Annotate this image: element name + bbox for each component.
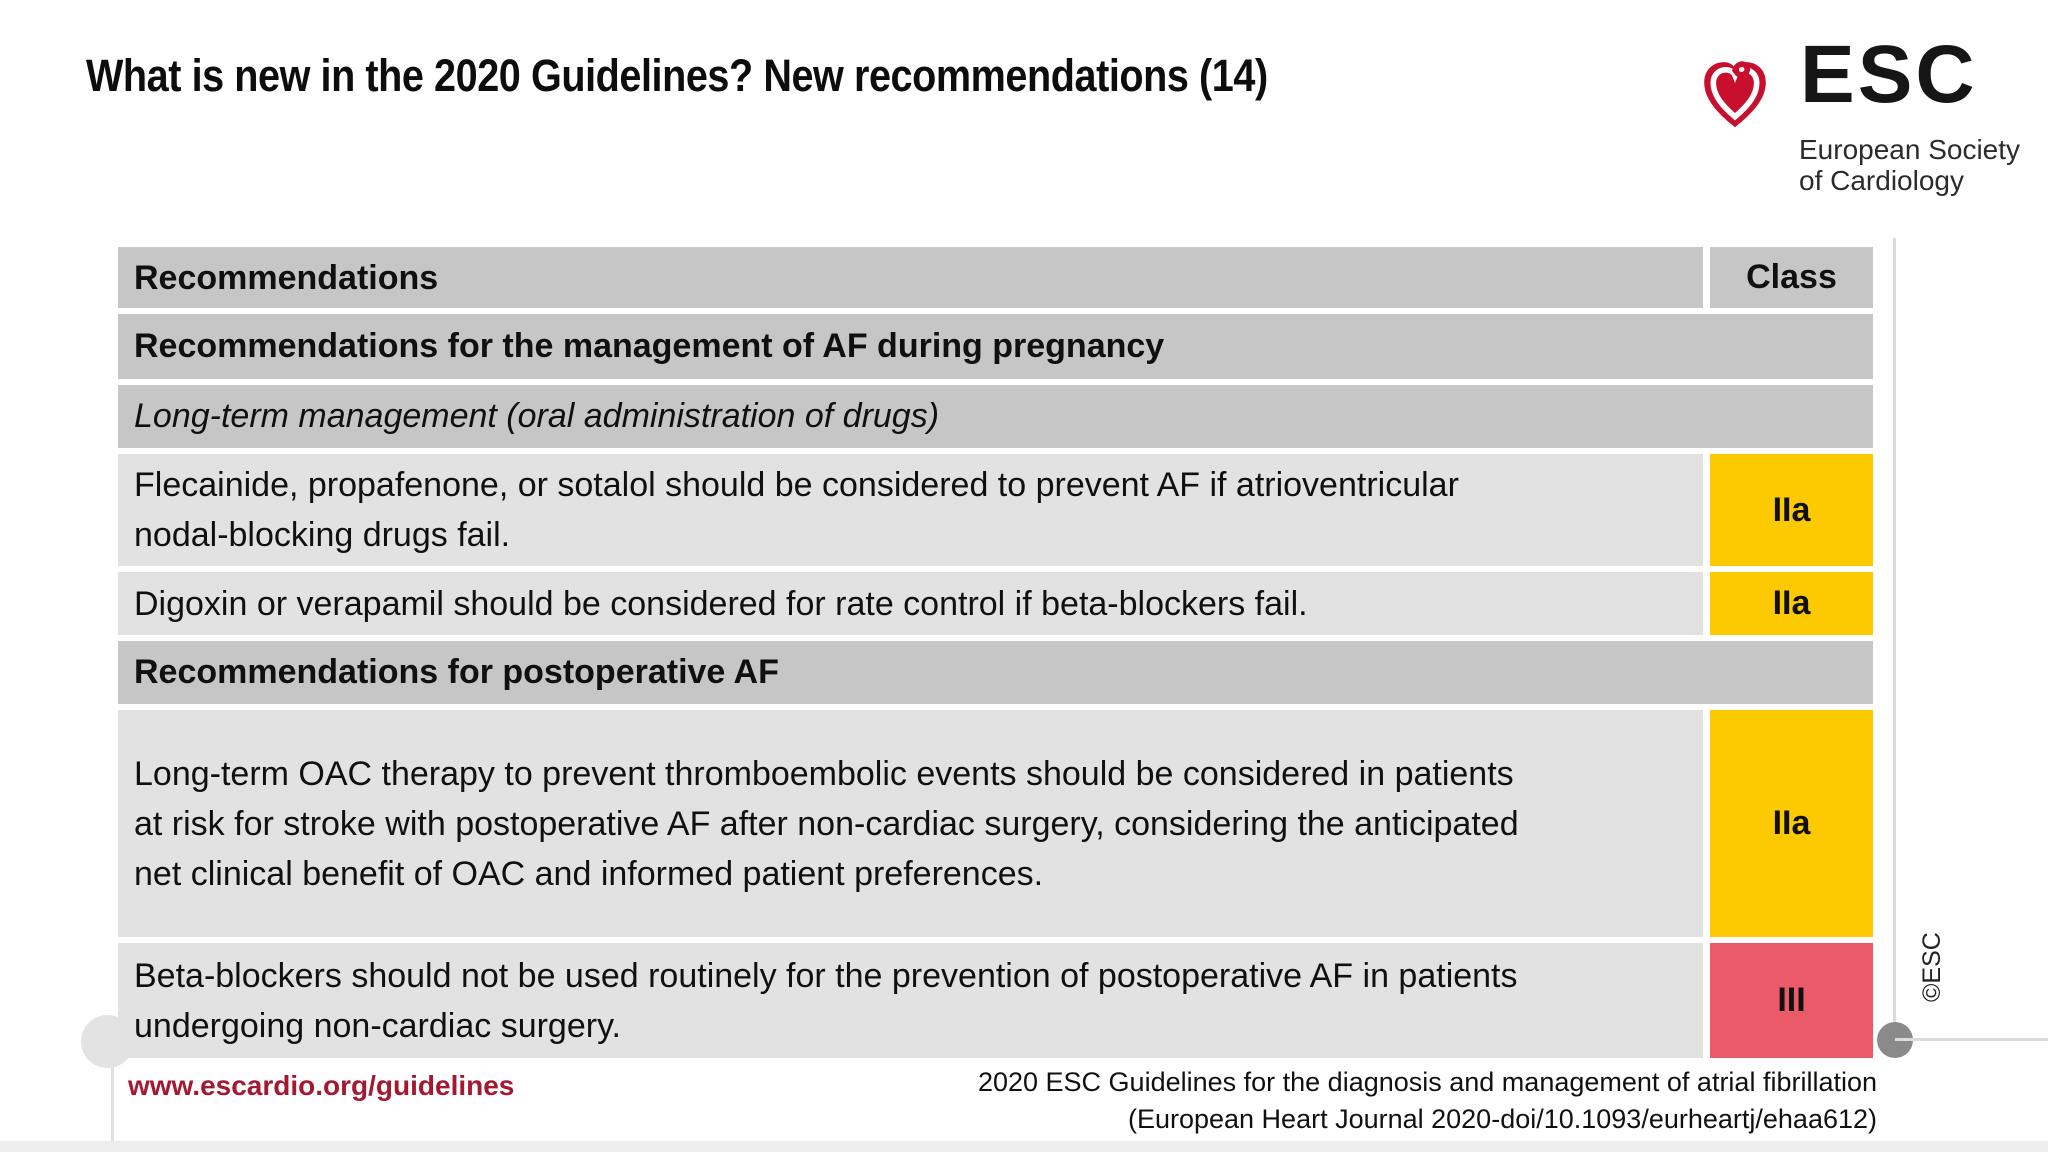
table-header-row: Recommendations Class bbox=[118, 247, 1873, 308]
table-row: Digoxin or verapamil should be considere… bbox=[118, 572, 1873, 635]
recommendation-text: Long-term OAC therapy to prevent thrombo… bbox=[118, 710, 1703, 937]
esc-heart-icon bbox=[1704, 61, 1766, 128]
reference-line1: 2020 ESC Guidelines for the diagnosis an… bbox=[977, 1067, 1877, 1097]
guidelines-url-link[interactable]: www.escardio.org/guidelines bbox=[128, 1070, 515, 1101]
reference-citation: 2020 ESC Guidelines for the diagnosis an… bbox=[978, 1064, 1877, 1138]
column-header-recommendations: Recommendations bbox=[118, 247, 1703, 308]
section-title: Recommendations for the management of AF… bbox=[118, 314, 1873, 379]
table-row: Flecainide, propafenone, or sotalol shou… bbox=[118, 454, 1873, 566]
section-row-pregnancy: Recommendations for the management of AF… bbox=[118, 314, 1873, 379]
subsection-title: Long-term management (oral administratio… bbox=[118, 385, 1873, 448]
class-badge: III bbox=[1710, 943, 1873, 1058]
esc-logo-acronym: ESC bbox=[1800, 29, 1978, 120]
section-row-postoperative: Recommendations for postoperative AF bbox=[118, 641, 1873, 704]
table-row: Long-term OAC therapy to prevent thrombo… bbox=[118, 710, 1873, 937]
left-accent-line bbox=[111, 1040, 114, 1152]
class-badge: IIa bbox=[1710, 710, 1873, 937]
reference-line2: (European Heart Journal 2020-doi/10.1093… bbox=[1127, 1104, 1877, 1134]
recommendation-text: Beta-blockers should not be used routine… bbox=[118, 943, 1703, 1058]
class-badge: IIa bbox=[1710, 572, 1873, 635]
esc-logo-subtitle-line1: European Society bbox=[1799, 134, 2021, 165]
esc-logo-subtitle-line2: of Cardiology bbox=[1799, 165, 1964, 196]
recommendations-table: Recommendations Class Recommendations fo… bbox=[118, 247, 1873, 1058]
recommendation-text: Flecainide, propafenone, or sotalol shou… bbox=[118, 454, 1703, 566]
column-header-class: Class bbox=[1710, 247, 1873, 308]
right-accent-line bbox=[1893, 238, 1896, 1024]
page-title: What is new in the 2020 Guidelines? New … bbox=[86, 50, 1268, 101]
subsection-row-long-term-management: Long-term management (oral administratio… bbox=[118, 385, 1873, 448]
table-row: Beta-blockers should not be used routine… bbox=[118, 943, 1873, 1058]
bottom-edge-strip bbox=[0, 1141, 2048, 1152]
recommendation-text: Digoxin or verapamil should be considere… bbox=[118, 572, 1703, 635]
bottom-right-accent-line bbox=[1895, 1038, 2048, 1041]
esc-copyright-vertical: ©ESC bbox=[1918, 932, 1946, 1002]
class-badge: IIa bbox=[1710, 454, 1873, 566]
section-title: Recommendations for postoperative AF bbox=[118, 641, 1873, 704]
